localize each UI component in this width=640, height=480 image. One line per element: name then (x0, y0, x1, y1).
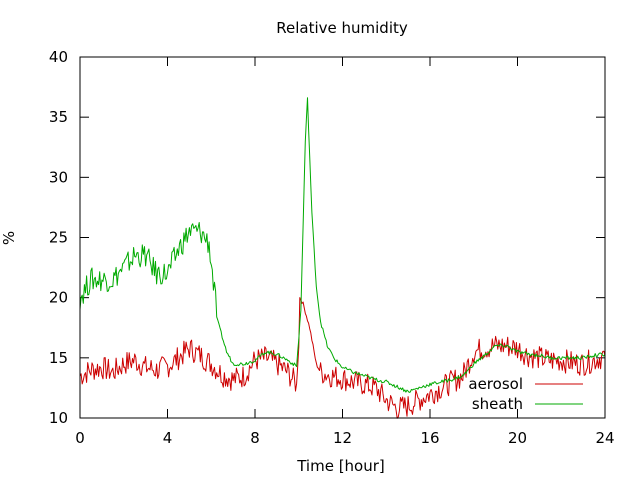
x-tick-label: 16 (420, 429, 439, 447)
x-tick-label: 8 (250, 429, 260, 447)
x-tick-label: 12 (333, 429, 352, 447)
x-tick-label: 0 (75, 429, 85, 447)
x-axis-label: Time [hour] (296, 457, 385, 475)
legend-label-sheath: sheath (472, 395, 523, 413)
legend-label-aerosol: aerosol (468, 375, 523, 393)
x-tick-label: 20 (508, 429, 527, 447)
y-tick-label: 20 (49, 289, 68, 307)
x-tick-label: 4 (163, 429, 173, 447)
y-tick-label: 10 (49, 409, 68, 427)
y-tick-label: 35 (49, 108, 68, 126)
y-tick-label: 30 (49, 168, 68, 186)
y-tick-label: 40 (49, 48, 68, 66)
legend: aerosol sheath (468, 375, 583, 413)
y-tick-label: 25 (49, 229, 68, 247)
series-line-aerosol (79, 297, 606, 419)
series-line-sheath (79, 97, 606, 393)
chart-title: Relative humidity (276, 19, 408, 37)
plot-frame (79, 56, 606, 419)
y-tick-label: 15 (49, 349, 68, 367)
x-tick-label: 24 (595, 429, 614, 447)
plot-series (79, 97, 606, 419)
y-axis-label: % (0, 231, 18, 245)
